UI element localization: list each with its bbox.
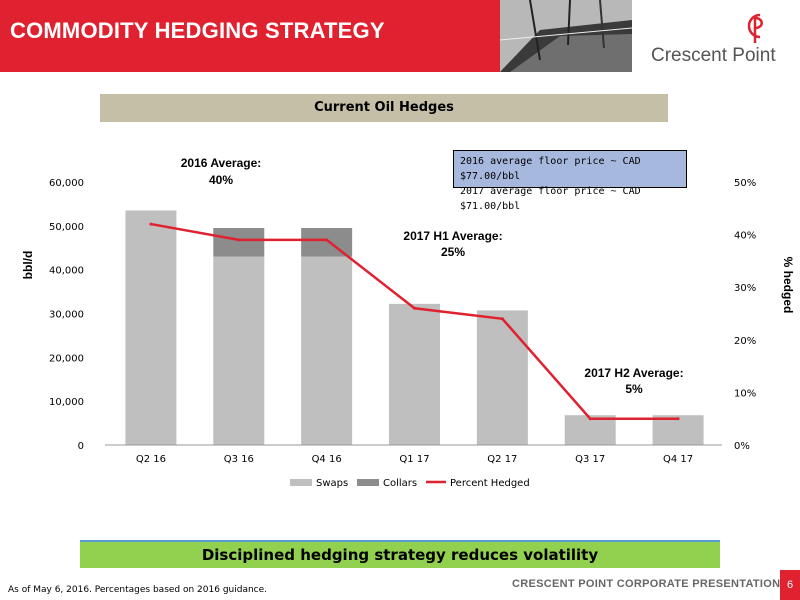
y-tick-label: 20,000 <box>49 353 84 364</box>
y-tick-label: 30,000 <box>49 310 84 321</box>
annotation-2016: 2016 Average: 40% <box>181 156 262 187</box>
annotation-2017-h1-label: 2017 H1 Average: <box>403 229 502 243</box>
legend-label-collars: Collars <box>383 478 417 489</box>
conclusion-banner: Disciplined hedging strategy reduces vol… <box>80 540 720 568</box>
annotation-2017-h2-value: 5% <box>625 382 643 396</box>
x-tick-label: Q4 16 <box>312 454 342 465</box>
legend-swatch-swaps <box>290 479 312 486</box>
y2-tick-label: 50% <box>734 178 756 189</box>
y2-tick-label: 0% <box>734 441 750 452</box>
crescent-point-logo-icon <box>747 13 763 43</box>
legend-label-swaps: Swaps <box>316 478 348 489</box>
logo-text: Crescent Point <box>651 45 776 66</box>
floor-price-2016: 2016 average floor price ~ CAD $77.00/bb… <box>460 156 641 182</box>
x-tick-label: Q2 17 <box>487 454 517 465</box>
x-tick-label: Q4 17 <box>663 454 693 465</box>
x-tick-label: Q2 16 <box>136 454 166 465</box>
y2-tick-label: 20% <box>734 336 756 347</box>
percent-hedged-point <box>676 417 680 421</box>
y-tick-label: 50,000 <box>49 222 84 233</box>
footnote: As of May 6, 2016. Percentages based on … <box>8 585 268 595</box>
percent-hedged-point <box>237 238 241 242</box>
y2-tick-label: 30% <box>734 283 756 294</box>
floor-price-box: 2016 average floor price ~ CAD $77.00/bb… <box>453 150 687 212</box>
x-tick-label: Q3 17 <box>575 454 605 465</box>
percent-hedged-point <box>500 317 504 321</box>
floor-price-2017: 2017 average floor price ~ CAD $71.00/bb… <box>460 186 641 212</box>
y-tick-label: 0 <box>78 441 84 452</box>
legend-swatch-collars <box>357 479 379 486</box>
y2-tick-label: 10% <box>734 388 756 399</box>
annotation-2016-label: 2016 Average: <box>181 156 262 170</box>
footer-label: CRESCENT POINT CORPORATE PRESENTATION <box>512 578 781 590</box>
bar-collars <box>213 228 265 257</box>
header-photo <box>500 0 632 72</box>
header-bar: COMMODITY HEDGING STRATEGY <box>0 0 500 72</box>
bar-swaps <box>125 210 177 445</box>
y-tick-label: 60,000 <box>49 178 84 189</box>
annotation-2017-h2-label: 2017 H2 Average: <box>584 366 683 380</box>
y-tick-label: 40,000 <box>49 266 84 277</box>
percent-hedged-point <box>588 417 592 421</box>
annotation-2016-value: 40% <box>209 173 233 187</box>
slide-title: COMMODITY HEDGING STRATEGY <box>10 18 385 43</box>
x-tick-label: Q1 17 <box>399 454 429 465</box>
x-tick-label: Q3 16 <box>224 454 254 465</box>
percent-hedged-point <box>413 306 416 310</box>
legend-label-percent-hedged: Percent Hedged <box>450 478 530 489</box>
y-tick-label: 10,000 <box>49 397 84 408</box>
oil-hedges-chart: 0 10,000 20,000 30,000 40,000 50,000 60,000 0%… <box>21 156 795 489</box>
bar-swaps <box>476 310 528 445</box>
bar-swaps <box>389 303 440 445</box>
bar-swaps <box>213 256 265 445</box>
annotation-2017-h2: 2017 H2 Average: 5% <box>584 366 683 396</box>
bar-swaps <box>301 256 353 445</box>
y2-tick-label: 40% <box>734 231 756 242</box>
page-number: 6 <box>780 570 800 600</box>
section-title: Current Oil Hedges <box>100 94 668 122</box>
percent-hedged-point <box>325 238 329 242</box>
annotation-2017-h1: 2017 H1 Average: 25% <box>403 229 502 259</box>
y2-axis-label: % hedged <box>781 257 795 314</box>
percent-hedged-point <box>149 222 153 226</box>
annotation-2017-h1-value: 25% <box>441 245 465 259</box>
industrial-photo-image <box>500 0 632 72</box>
legend: Swaps Collars Percent Hedged <box>290 478 530 489</box>
y-axis-label: bbl/d <box>21 251 35 280</box>
